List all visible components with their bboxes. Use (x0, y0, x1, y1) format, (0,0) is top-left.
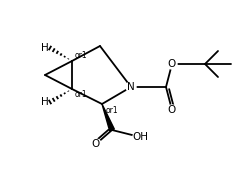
Text: OH: OH (132, 132, 148, 142)
Text: O: O (92, 139, 100, 149)
Text: or1: or1 (75, 90, 88, 99)
Text: O: O (168, 59, 176, 69)
Text: or1: or1 (75, 51, 88, 60)
Circle shape (167, 105, 177, 115)
Circle shape (91, 139, 101, 149)
Text: or1: or1 (106, 106, 119, 115)
Circle shape (133, 130, 147, 144)
Circle shape (167, 59, 177, 69)
Polygon shape (102, 104, 114, 131)
Text: O: O (168, 105, 176, 115)
Circle shape (126, 82, 136, 92)
Text: H: H (41, 97, 49, 107)
Text: H: H (41, 43, 49, 53)
Text: N: N (127, 82, 135, 92)
